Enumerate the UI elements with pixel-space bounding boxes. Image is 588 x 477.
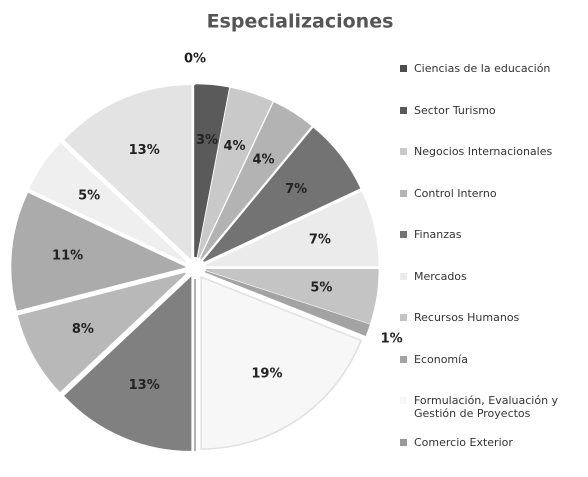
legend-swatch [400, 107, 407, 114]
legend-label: Sector Turismo [414, 104, 496, 117]
legend-label: Mercados [414, 270, 467, 283]
legend-label: Finanzas [414, 228, 462, 241]
legend-item: Mercados [400, 270, 588, 312]
legend-item: Finanzas [400, 228, 588, 270]
legend-label: Control Interno [414, 187, 497, 200]
legend-swatch [400, 273, 407, 280]
legend-swatch [400, 314, 407, 321]
legend-label: Formulación, Evaluación y Gestión de Pro… [414, 394, 558, 420]
data-label: 7% [309, 233, 331, 248]
legend-label: Ciencias de la educación [414, 62, 550, 75]
chart-title: Especializaciones [207, 11, 394, 33]
data-label: 4% [224, 139, 246, 154]
data-label: 3% [196, 133, 218, 148]
legend-item: Economía [400, 353, 588, 395]
legend-label: Comercio Exterior [414, 436, 513, 449]
page: {"chart_data": {"type": "pie", "title": … [0, 0, 588, 465]
data-label: 13% [129, 143, 160, 158]
legend-item: Formulación, Evaluación y Gestión de Pro… [400, 394, 588, 436]
data-label: 4% [253, 152, 275, 167]
legend-swatch [400, 148, 407, 155]
legend-item: Control Interno [400, 187, 588, 229]
legend-item: Ciencias de la educación [400, 62, 588, 104]
legend-swatch [400, 356, 407, 363]
data-label: 7% [285, 182, 307, 197]
legend-item: Negocios Internacionales [400, 145, 588, 187]
legend-item: Recursos Humanos [400, 311, 588, 353]
legend-swatch [400, 65, 407, 72]
legend-label: Recursos Humanos [414, 311, 519, 324]
data-label: 5% [310, 281, 332, 296]
legend-label: Economía [414, 353, 468, 366]
data-label: 19% [251, 366, 282, 381]
legend-swatch [400, 190, 407, 197]
legend-item: Sector Turismo [400, 104, 588, 146]
legend-swatch [400, 439, 407, 446]
legend-swatch [400, 231, 407, 238]
data-label: 5% [78, 189, 100, 204]
legend-swatch [400, 397, 407, 404]
data-label: 0% [184, 52, 206, 67]
legend-item: Comercio Exterior [400, 436, 588, 477]
data-label: 13% [129, 378, 160, 393]
data-label: 11% [52, 248, 83, 263]
data-label: 8% [72, 322, 94, 337]
legend: Ciencias de la educación Sector Turismo Ne… [400, 62, 588, 477]
legend-label: Negocios Internacionales [414, 145, 552, 158]
